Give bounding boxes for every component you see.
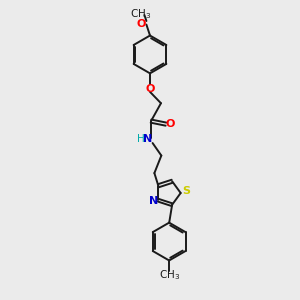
Text: N: N: [149, 196, 158, 206]
Text: N: N: [143, 134, 153, 144]
Text: O: O: [137, 19, 146, 28]
Text: O: O: [146, 84, 155, 94]
Text: S: S: [182, 186, 190, 197]
Text: CH$_3$: CH$_3$: [130, 7, 152, 20]
Text: H: H: [137, 134, 145, 144]
Text: O: O: [166, 119, 175, 129]
Text: CH$_3$: CH$_3$: [158, 268, 180, 282]
